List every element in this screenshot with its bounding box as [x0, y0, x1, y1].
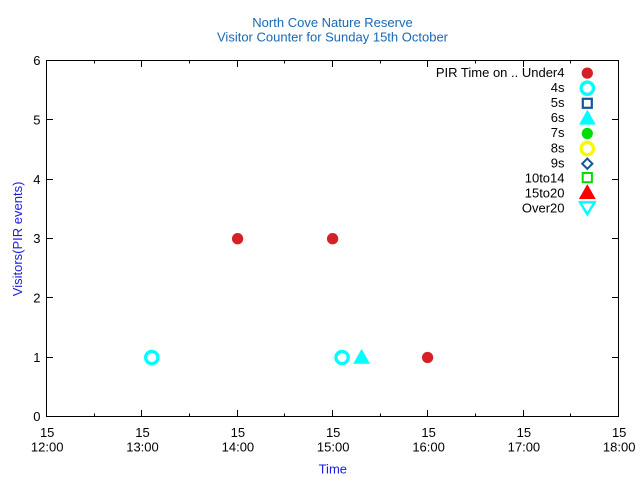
svg-text:Time: Time — [319, 462, 347, 477]
svg-text:15: 15 — [612, 425, 626, 440]
svg-text:6: 6 — [33, 53, 40, 68]
svg-text:17:00: 17:00 — [508, 439, 541, 454]
svg-text:13:00: 13:00 — [126, 439, 159, 454]
svg-text:15: 15 — [421, 425, 435, 440]
svg-text:5s: 5s — [551, 95, 565, 110]
svg-text:15: 15 — [40, 425, 54, 440]
svg-text:12:00: 12:00 — [31, 439, 64, 454]
svg-text:15: 15 — [326, 425, 340, 440]
svg-text:4s: 4s — [551, 80, 565, 95]
svg-text:10to14: 10to14 — [525, 171, 565, 186]
svg-text:North Cove Nature Reserve: North Cove Nature Reserve — [252, 15, 412, 30]
svg-text:Over20: Over20 — [522, 201, 565, 216]
svg-text:PIR Time on .. Under4: PIR Time on .. Under4 — [436, 65, 565, 80]
svg-text:6s: 6s — [551, 110, 565, 125]
svg-text:1: 1 — [33, 350, 40, 365]
svg-text:15: 15 — [231, 425, 245, 440]
svg-text:15: 15 — [517, 425, 531, 440]
svg-text:4: 4 — [33, 172, 40, 187]
svg-text:3: 3 — [33, 231, 40, 246]
svg-text:7s: 7s — [551, 125, 565, 140]
svg-text:16:00: 16:00 — [412, 439, 445, 454]
svg-text:2: 2 — [33, 291, 40, 306]
svg-text:0: 0 — [33, 409, 40, 424]
svg-text:5: 5 — [33, 113, 40, 128]
svg-text:Visitors(PIR events): Visitors(PIR events) — [10, 182, 25, 297]
svg-text:15:00: 15:00 — [317, 439, 350, 454]
svg-text:18:00: 18:00 — [603, 439, 636, 454]
svg-text:9s: 9s — [551, 155, 565, 170]
svg-text:8s: 8s — [551, 140, 565, 155]
svg-text:14:00: 14:00 — [222, 439, 255, 454]
svg-text:15to20: 15to20 — [525, 186, 565, 201]
svg-text:Visitor Counter for Sunday 15t: Visitor Counter for Sunday 15th October — [217, 29, 449, 44]
svg-text:15: 15 — [135, 425, 149, 440]
